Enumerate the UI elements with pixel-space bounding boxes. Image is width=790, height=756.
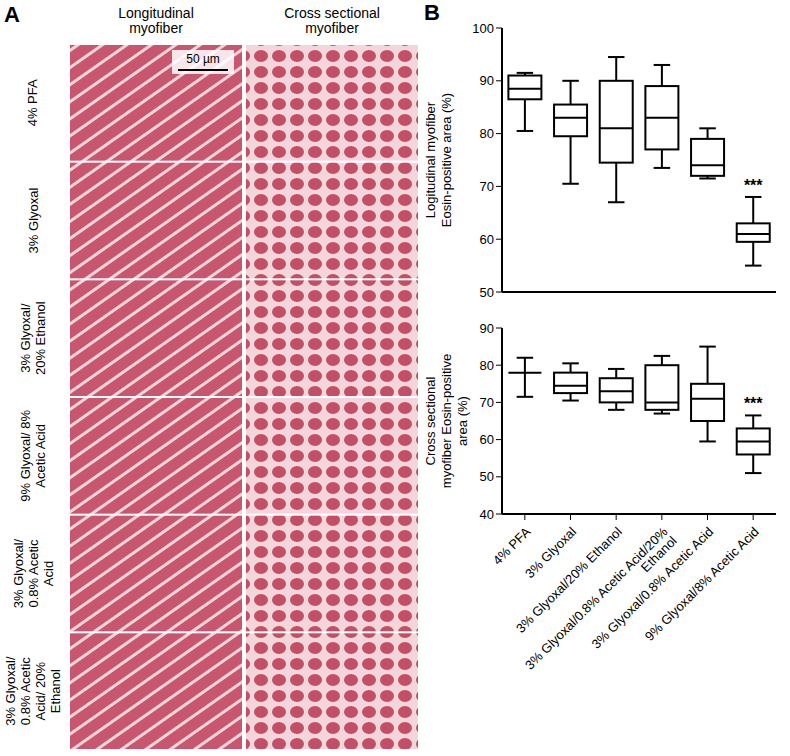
svg-text:9% Glyoxal/ 8%: 9% Glyoxal/ 8% xyxy=(18,410,33,502)
svg-text:A: A xyxy=(4,2,20,27)
html-text:B: B xyxy=(424,0,440,25)
svg-text:Longitudinalmyofiber: Longitudinalmyofiber xyxy=(118,5,194,36)
svg-text:60: 60 xyxy=(480,232,494,247)
svg-text:***: *** xyxy=(744,177,763,194)
svg-text:Cross sectional: Cross sectional xyxy=(423,376,438,465)
svg-text:40: 40 xyxy=(480,507,494,522)
svg-text:area (%): area (%) xyxy=(455,396,470,446)
svg-text:0.8% Acetic: 0.8% Acetic xyxy=(26,539,41,607)
svg-text:3% Glyoxal/0.8% Acetic Acid/20: 3% Glyoxal/0.8% Acetic Acid/20%Ethanol xyxy=(522,524,680,682)
svg-text:9% Glyoxal/8% Acetic Acid: 9% Glyoxal/8% Acetic Acid xyxy=(642,524,762,644)
svg-text:90: 90 xyxy=(480,321,494,336)
svg-text:80: 80 xyxy=(480,358,494,373)
svg-text:20% Ethanol: 20% Ethanol xyxy=(33,301,48,375)
svg-text:50: 50 xyxy=(480,285,494,300)
svg-text:Cross sectionalmyofiber: Cross sectionalmyofiber xyxy=(284,5,380,36)
svg-text:4% PFA: 4% PFA xyxy=(490,524,534,568)
svg-text:50 µm: 50 µm xyxy=(186,52,220,66)
svg-text:Acid: Acid xyxy=(41,561,56,586)
svg-text:3% Glyoxal/: 3% Glyoxal/ xyxy=(3,656,18,726)
svg-text:Eosin-positive area (%): Eosin-positive area (%) xyxy=(439,93,454,227)
svg-text:Ethanol: Ethanol xyxy=(48,669,63,713)
svg-text:***: *** xyxy=(744,395,763,412)
svg-text:Logitudinal myofiber: Logitudinal myofiber xyxy=(423,101,438,218)
svg-text:Acetic Acid: Acetic Acid xyxy=(33,424,48,488)
svg-text:70: 70 xyxy=(480,395,494,410)
svg-text:3% Glyoxal/: 3% Glyoxal/ xyxy=(18,303,33,373)
svg-text:80: 80 xyxy=(480,126,494,141)
svg-text:myofiber Eosin-positive: myofiber Eosin-positive xyxy=(439,354,454,488)
svg-text:90: 90 xyxy=(480,73,494,88)
svg-text:Acid/ 20%: Acid/ 20% xyxy=(33,661,48,720)
svg-text:3% Glyoxal/20% Ethanol: 3% Glyoxal/20% Ethanol xyxy=(513,524,625,636)
svg-text:70: 70 xyxy=(480,179,494,194)
svg-text:100: 100 xyxy=(472,21,494,36)
svg-text:60: 60 xyxy=(480,432,494,447)
svg-text:3% Glyoxal: 3% Glyoxal xyxy=(26,188,41,254)
svg-text:50: 50 xyxy=(480,469,494,484)
svg-text:4% PFA: 4% PFA xyxy=(26,79,41,126)
svg-text:0.8% Acetic: 0.8% Acetic xyxy=(18,657,33,725)
svg-text:3% Glyoxal/: 3% Glyoxal/ xyxy=(11,538,26,608)
